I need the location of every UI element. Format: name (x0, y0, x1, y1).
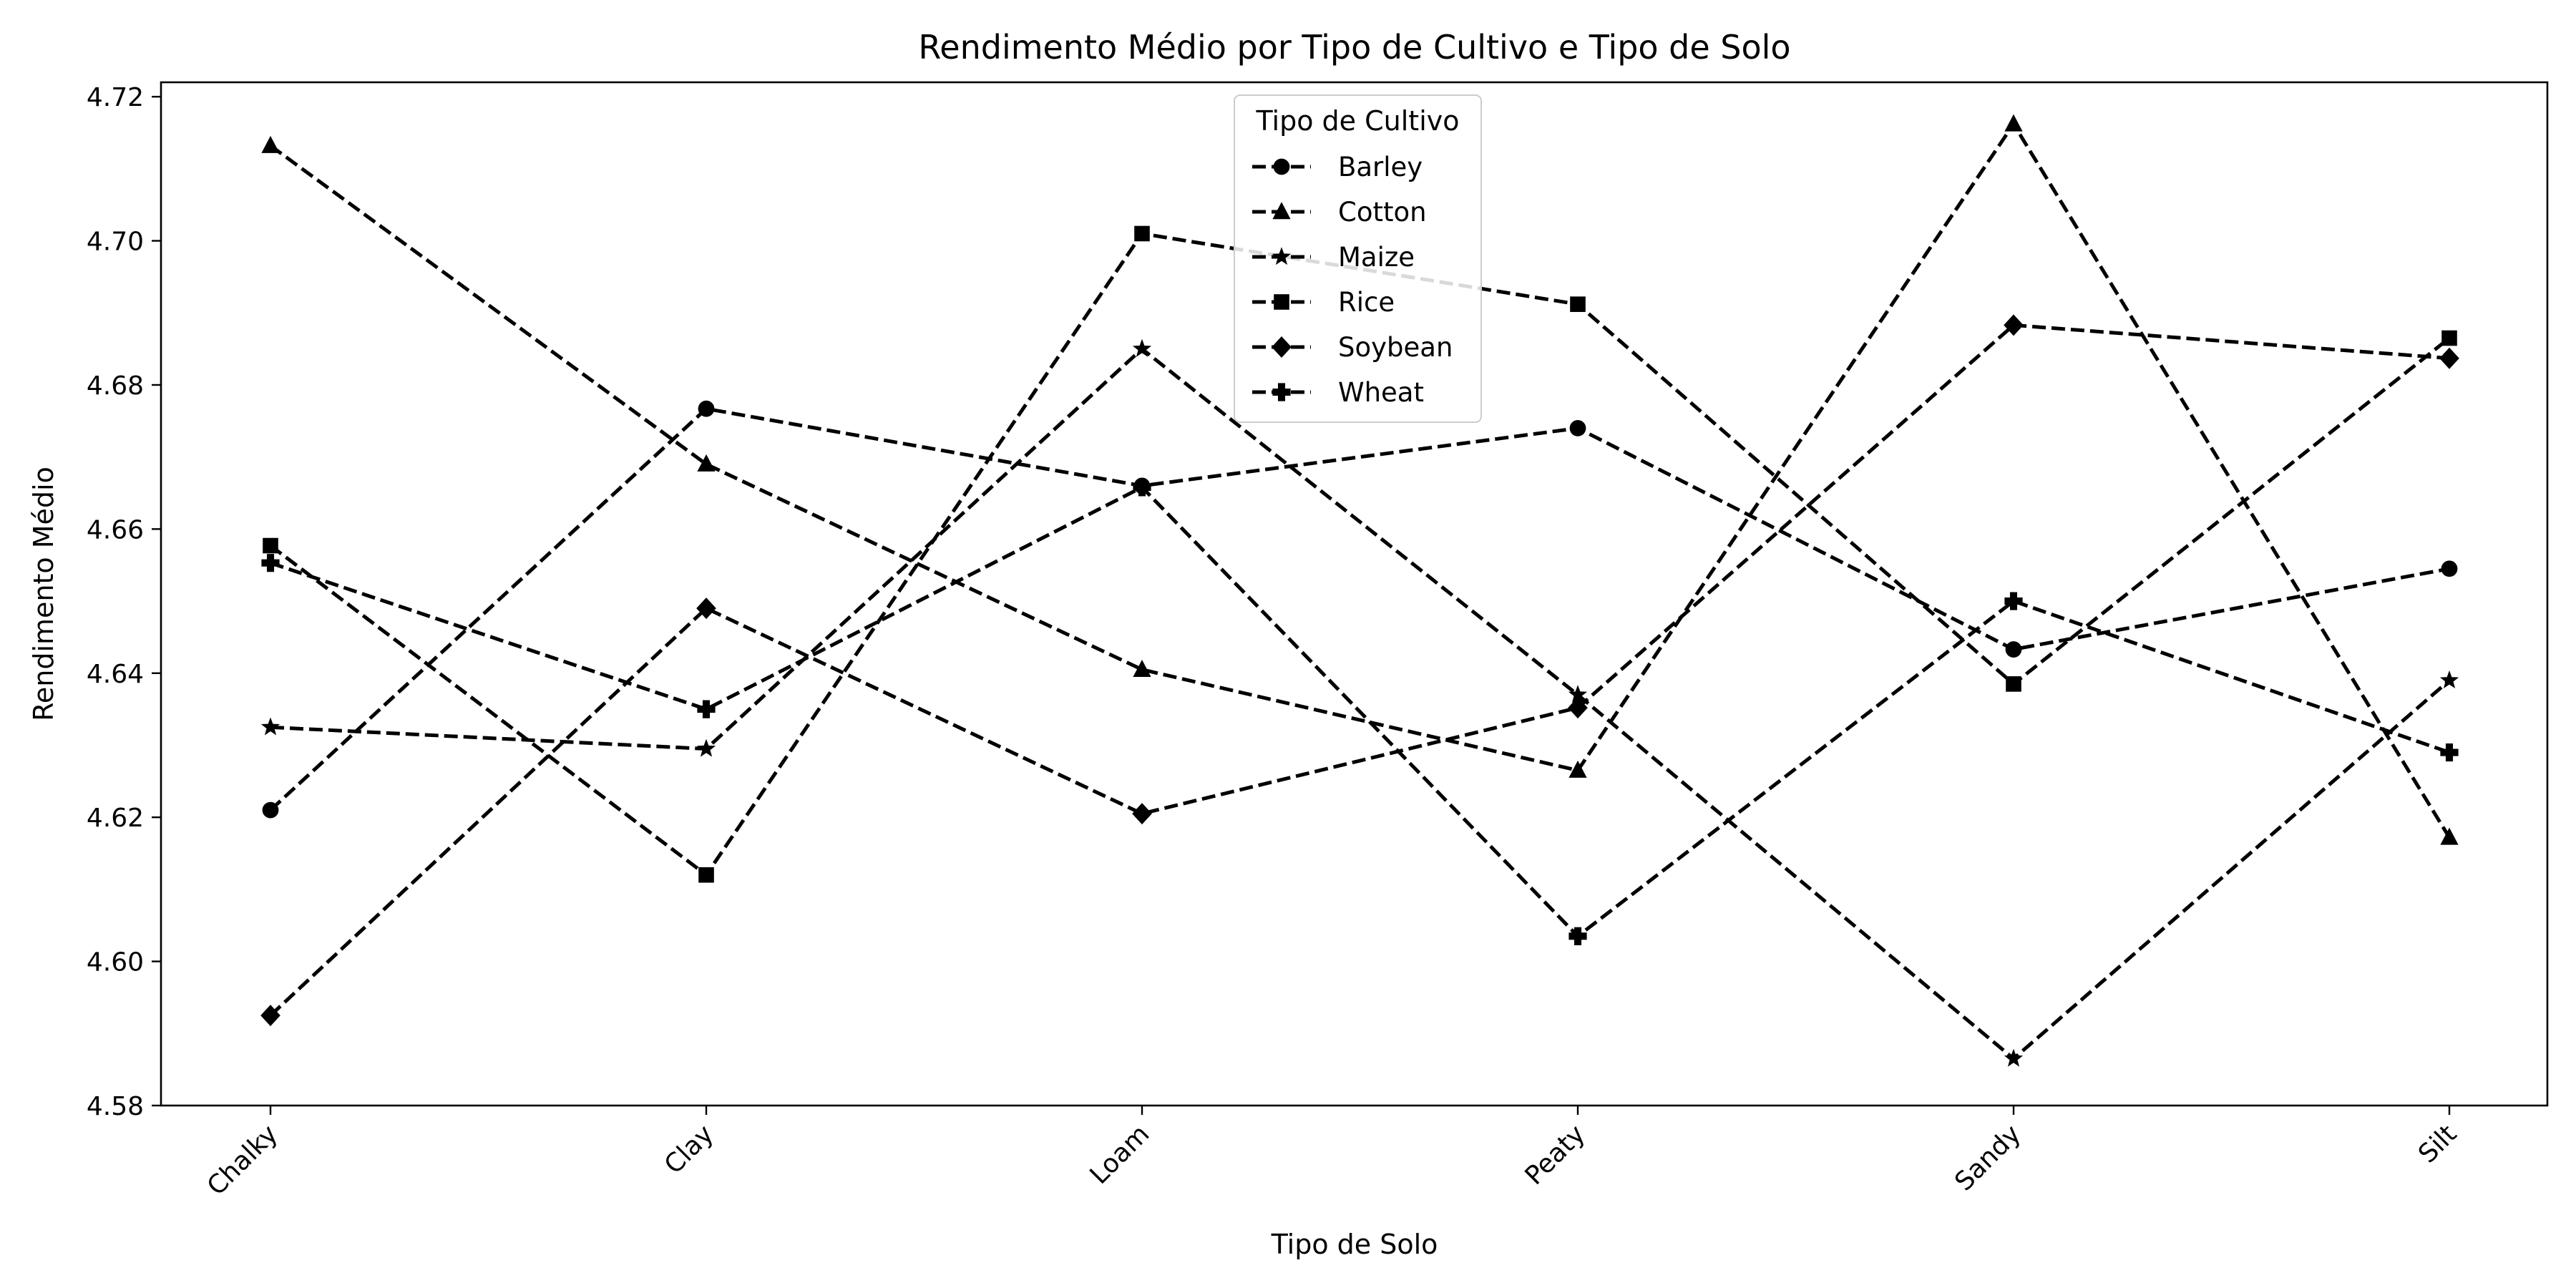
data-point-barley-clay (698, 400, 715, 417)
data-point-soybean-clay (696, 597, 716, 620)
data-point-barley-silt (2441, 560, 2458, 577)
data-point-barley-chalky (262, 801, 279, 819)
data-point-cotton-clay (697, 454, 716, 472)
series-line-wheat (270, 485, 2450, 938)
legend-label: Soybean (1338, 332, 1453, 363)
legend-item-maize: Maize (1252, 242, 1415, 273)
x-axis-label: Tipo de Solo (1271, 1229, 1438, 1260)
data-point-wheat-silt (2440, 743, 2459, 762)
y-tick-label: 4.60 (87, 948, 144, 977)
legend-item-rice: Rice (1252, 287, 1395, 318)
data-point-rice-peaty (1570, 296, 1586, 312)
legend-item-barley: Barley (1252, 152, 1423, 182)
data-point-rice-chalky (263, 537, 278, 554)
series-soybean (260, 314, 2459, 1027)
legend-item-wheat: Wheat (1252, 377, 1424, 408)
legend-marker-plus (1272, 383, 1291, 401)
legend-label: Cotton (1338, 197, 1427, 228)
data-point-rice-sandy (2006, 676, 2021, 692)
legend-title: Tipo de Cultivo (1256, 105, 1460, 137)
data-point-wheat-loam (1133, 478, 1151, 497)
data-point-maize-chalky (260, 717, 280, 736)
series-line-soybean (269, 323, 2450, 1017)
y-tick-label: 4.70 (87, 228, 144, 257)
series-line-maize (270, 347, 2451, 1060)
legend-marker-star (1272, 247, 1292, 265)
x-tick-label: Peaty (1520, 1119, 1591, 1191)
series-barley (262, 400, 2458, 819)
legend-label: Barley (1338, 152, 1423, 182)
x-tick-label: Silt (2413, 1119, 2462, 1169)
y-tick-label: 4.66 (87, 515, 144, 545)
data-point-rice-clay (698, 867, 714, 883)
y-tick-label: 4.64 (87, 660, 144, 689)
y-tick-label: 4.58 (87, 1092, 144, 1121)
legend-marker-circle (1273, 158, 1290, 175)
data-point-wheat-sandy (2004, 592, 2023, 610)
x-tick-label: Sandy (1949, 1119, 2026, 1196)
data-point-wheat-peaty (1568, 927, 1587, 945)
data-point-cotton-loam (1133, 659, 1151, 677)
legend-item-cotton: Cotton (1252, 197, 1427, 228)
data-point-cotton-silt (2440, 827, 2459, 845)
data-point-cotton-chalky (261, 135, 280, 153)
series-wheat (261, 478, 2459, 945)
series-line-barley (269, 406, 2450, 811)
series-layer (260, 114, 2459, 1067)
data-point-rice-silt (2441, 330, 2457, 346)
data-point-soybean-chalky (260, 1005, 280, 1027)
data-point-soybean-peaty (1568, 697, 1588, 719)
legend-marker-triangle (1272, 202, 1291, 220)
y-tick-label: 4.62 (87, 804, 144, 833)
plot-frame (160, 81, 2549, 1107)
y-axis-label: Rendimento Médio (28, 467, 59, 721)
legend-label: Maize (1338, 242, 1415, 273)
y-tick-label: 4.72 (87, 83, 144, 112)
chart-title: Rendimento Médio por Tipo de Cultivo e T… (918, 28, 1790, 67)
series-line-rice (269, 232, 2451, 877)
data-point-cotton-sandy (2004, 114, 2023, 132)
data-point-wheat-chalky (261, 554, 280, 572)
x-tick-label: Loam (1085, 1119, 1156, 1190)
x-tick-label: Clay (659, 1119, 720, 1180)
data-point-maize-clay (696, 738, 716, 757)
data-point-maize-loam (1132, 338, 1152, 357)
data-point-cotton-peaty (1568, 760, 1587, 778)
data-point-barley-peaty (1569, 419, 1586, 436)
legend-item-soybean: Soybean (1252, 332, 1453, 363)
legend-marker-square (1274, 294, 1289, 310)
legend-label: Wheat (1338, 377, 1424, 408)
data-point-soybean-sandy (2004, 314, 2024, 336)
series-cotton (261, 114, 2459, 845)
legend-marker-diamond (1272, 336, 1292, 358)
series-maize (260, 338, 2459, 1067)
data-point-maize-silt (2439, 670, 2459, 689)
y-tick-label: 4.68 (87, 371, 144, 401)
series-line-cotton (269, 122, 2451, 839)
legend-label: Rice (1338, 287, 1395, 318)
data-point-soybean-silt (2439, 347, 2459, 369)
series-rice (263, 225, 2457, 883)
data-point-barley-sandy (2005, 641, 2022, 658)
data-point-maize-sandy (2004, 1048, 2024, 1067)
x-tick-label: Chalky (202, 1119, 283, 1201)
data-point-maize-peaty (1568, 685, 1588, 703)
data-point-rice-loam (1134, 225, 1150, 242)
legend: Tipo de Cultivo Barley Cotton Maize Rice Soyb… (1234, 94, 1482, 423)
data-point-soybean-loam (1132, 803, 1152, 825)
legend-box (1234, 94, 1482, 423)
data-point-wheat-clay (697, 700, 716, 718)
